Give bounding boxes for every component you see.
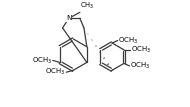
Text: OCH$_3$: OCH$_3$	[130, 61, 150, 71]
Text: N: N	[66, 15, 72, 21]
Text: OCH$_3$: OCH$_3$	[118, 35, 139, 46]
Text: OCH$_3$: OCH$_3$	[45, 67, 66, 77]
Text: OCH$_3$: OCH$_3$	[131, 45, 151, 55]
Text: CH$_3$: CH$_3$	[80, 1, 95, 11]
Text: OCH$_3$: OCH$_3$	[32, 55, 52, 65]
